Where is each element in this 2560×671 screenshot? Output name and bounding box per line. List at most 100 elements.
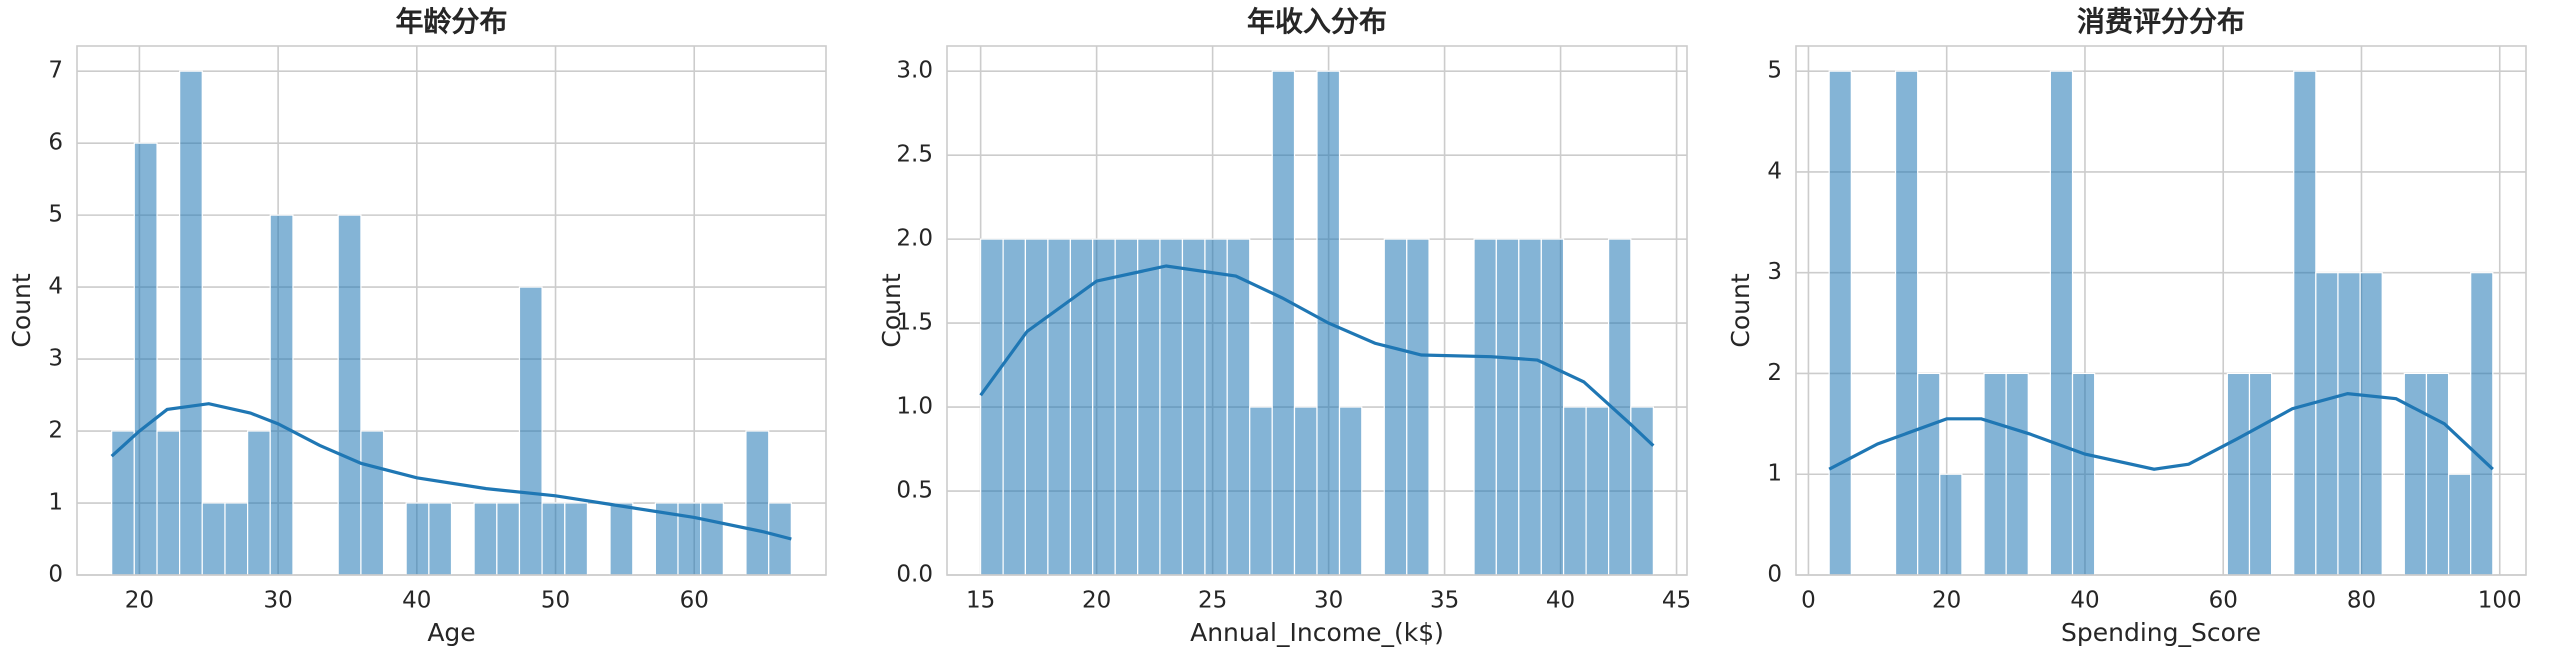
y-tick-label: 2.5	[896, 142, 933, 168]
chart-panel: 0 1 2 3 4 5 6 7 20 30 40 50 60 年龄分布 Age Count	[7, 5, 827, 647]
chart-title: 年龄分布	[395, 5, 507, 38]
bar	[360, 430, 385, 576]
x-tick-label: 20	[1082, 588, 1111, 614]
x-tick-label: 100	[2478, 588, 2522, 614]
bar	[1983, 372, 2007, 576]
y-tick-label: 5	[1767, 58, 1782, 84]
bar	[2226, 372, 2251, 576]
x-tick-label: 40	[402, 588, 431, 614]
y-tick-label: 5	[48, 202, 63, 228]
x-axis-label: Spending_Score	[2061, 618, 2261, 647]
bar	[564, 502, 589, 576]
bar	[1092, 238, 1116, 576]
bar	[1630, 406, 1654, 576]
bar	[541, 502, 566, 576]
bar	[609, 502, 634, 576]
bar	[1159, 238, 1184, 576]
chart-panel: 0 1 2 3 4 5 0 20 40 60 80 100 消费评分分布 Spending_Score Co…	[1726, 5, 2527, 647]
x-tick-label: 30	[1314, 588, 1343, 614]
bar	[156, 430, 181, 576]
chart-title: 年收入分布	[1247, 5, 1387, 38]
bar	[1181, 238, 1206, 576]
x-tick-label: 30	[263, 588, 292, 614]
bar	[2071, 372, 2096, 576]
bar	[405, 502, 430, 576]
bar	[1562, 406, 1587, 576]
bar	[2293, 70, 2317, 576]
y-tick-label: 4	[48, 274, 63, 300]
y-tick-label: 1.0	[896, 394, 933, 420]
x-tick-label: 50	[541, 588, 570, 614]
bar	[1114, 238, 1139, 576]
x-tick-label: 20	[1932, 588, 1961, 614]
bar	[133, 142, 158, 576]
chart-panel: 0.0 0.5 1.0 1.5 2.0 2.5 3.0 15 20 25 30 35 40 45 年收入分布…	[877, 5, 1691, 647]
y-tick-label: 3	[48, 346, 63, 372]
y-tick-label: 7	[48, 58, 63, 84]
plot-frame	[1795, 45, 2527, 576]
bar	[224, 502, 249, 576]
bar	[1137, 238, 1161, 576]
x-tick-label: 40	[1546, 588, 1575, 614]
kde-line	[110, 402, 792, 541]
bar	[2248, 372, 2273, 576]
bar	[1495, 238, 1520, 576]
x-tick-label: 45	[1662, 588, 1691, 614]
bar	[518, 286, 543, 576]
x-axis-label: Age	[427, 618, 475, 647]
x-axis-label: Annual_Income_(k$)	[1190, 618, 1444, 647]
y-tick-label: 0.0	[896, 562, 933, 588]
y-tick-label: 2.0	[896, 226, 933, 252]
bar	[1047, 238, 1072, 576]
y-axis-label: Count	[1726, 273, 1755, 347]
bar	[2447, 473, 2472, 576]
bar	[2359, 272, 2383, 576]
y-tick-label: 1	[1767, 461, 1782, 487]
bar	[1293, 406, 1318, 576]
bar	[1917, 372, 1941, 576]
y-axis-label: Count	[7, 273, 36, 347]
bar	[2315, 272, 2339, 576]
bar	[980, 238, 1004, 576]
bar	[179, 70, 203, 576]
y-tick-label: 0.5	[896, 478, 933, 504]
bar	[337, 214, 362, 576]
bar	[1204, 238, 1228, 576]
bar	[201, 502, 226, 576]
y-tick-label: 6	[48, 130, 63, 156]
bar	[2005, 372, 2029, 576]
bar	[1338, 406, 1363, 576]
bar	[2049, 70, 2074, 576]
x-tick-label: 80	[2347, 588, 2376, 614]
bar	[1473, 238, 1497, 576]
y-tick-label: 1.5	[896, 310, 933, 336]
chart-title: 消费评分分布	[2077, 5, 2245, 38]
x-tick-label: 35	[1430, 588, 1459, 614]
bar	[745, 430, 770, 576]
x-tick-label: 0	[1801, 588, 1816, 614]
x-tick-label: 60	[2209, 588, 2238, 614]
bar	[1024, 238, 1049, 576]
x-tick-label: 40	[2070, 588, 2099, 614]
y-tick-label: 3	[1767, 259, 1782, 285]
bar	[1249, 406, 1273, 576]
bar	[1002, 238, 1027, 576]
y-tick-label: 3.0	[896, 58, 933, 84]
bar	[1383, 238, 1408, 576]
kde-line	[979, 264, 1655, 447]
bar	[247, 430, 271, 576]
y-tick-label: 0	[1767, 562, 1782, 588]
x-tick-label: 20	[125, 588, 154, 614]
y-tick-label: 1	[48, 490, 63, 516]
bar	[1939, 473, 1963, 576]
kde-line	[1828, 392, 2494, 471]
y-tick-label: 2	[1767, 360, 1782, 386]
bar	[496, 502, 521, 576]
bar	[1828, 70, 1852, 576]
bar	[700, 502, 724, 576]
plot-frame	[946, 45, 1688, 576]
bar	[473, 502, 498, 576]
bar	[428, 502, 453, 576]
y-tick-label: 2	[48, 418, 63, 444]
y-tick-label: 4	[1767, 158, 1782, 184]
